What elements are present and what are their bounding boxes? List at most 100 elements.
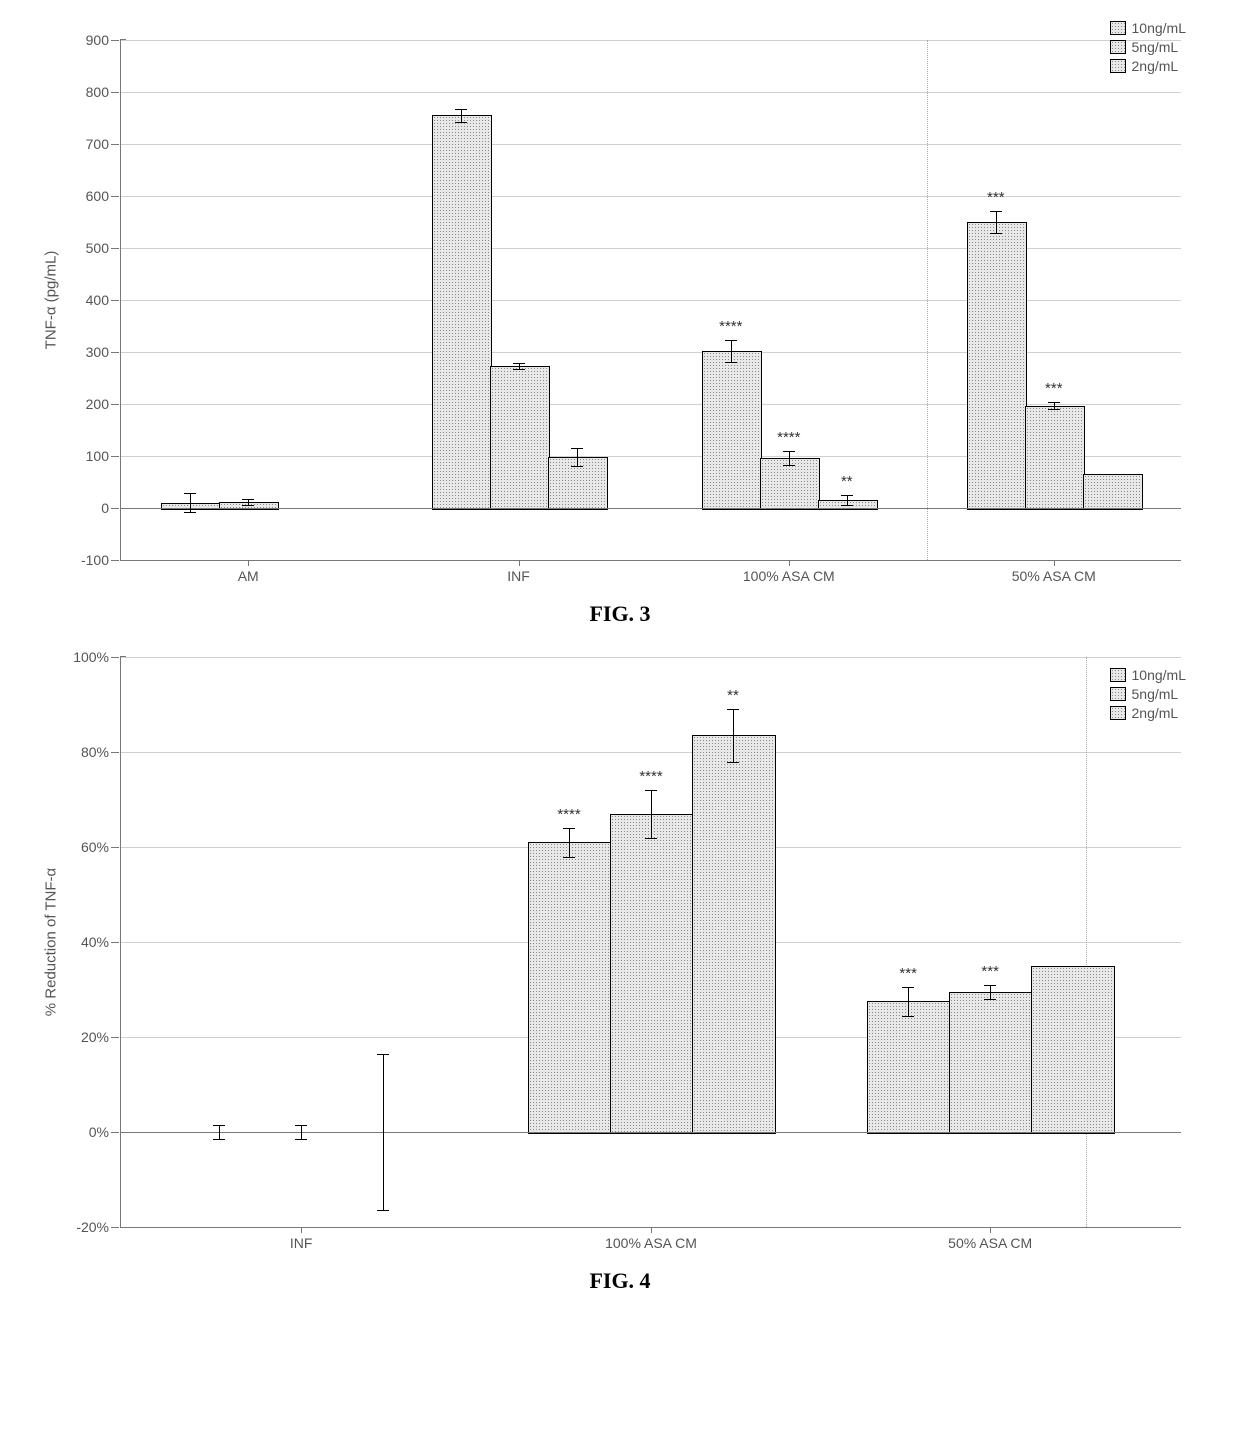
fig4-caption: FIG. 4 — [20, 1268, 1220, 1294]
significance-marker: **** — [777, 429, 800, 446]
error-cap — [783, 465, 795, 466]
y-tick-label: 0% — [89, 1124, 121, 1140]
y-tick-label: 400 — [86, 292, 121, 308]
y-tick-label: 100% — [73, 649, 121, 665]
error-cap — [242, 505, 254, 506]
bar — [967, 222, 1027, 510]
error-bar — [847, 495, 848, 505]
error-bar — [990, 985, 991, 999]
legend-swatch — [1110, 21, 1126, 35]
fig3-plot-area: TNF-α (pg/mL) 10ng/mL5ng/mL2ng/mL -10001… — [120, 40, 1181, 561]
bar — [1031, 966, 1115, 1134]
category-label: INF — [290, 1235, 313, 1251]
error-cap — [377, 1054, 389, 1055]
bar — [548, 457, 608, 510]
legend-label: 2ng/mL — [1132, 58, 1179, 74]
error-cap — [295, 1139, 307, 1140]
error-cap — [295, 1125, 307, 1126]
error-cap — [513, 369, 525, 370]
error-cap — [984, 985, 996, 986]
fig3-caption: FIG. 3 — [20, 601, 1220, 627]
error-bar — [651, 790, 652, 838]
x-tick — [789, 560, 790, 566]
y-tick-label: 800 — [86, 84, 121, 100]
significance-marker: **** — [639, 768, 662, 785]
error-cap — [725, 340, 737, 341]
fig3-legend: 10ng/mL 5ng/mL 2ng/mL — [1110, 20, 1186, 74]
gridline — [121, 144, 1181, 145]
gridline — [121, 657, 1181, 658]
right-dotted-axis — [1086, 657, 1087, 1227]
fig3-chart: TNF-α (pg/mL) 10ng/mL5ng/mL2ng/mL -10001… — [120, 40, 1220, 561]
x-tick — [301, 1227, 302, 1233]
y-tick-label: 900 — [86, 32, 121, 48]
bar — [432, 115, 492, 510]
error-cap — [990, 233, 1002, 234]
legend-item: 5ng/mL — [1110, 686, 1186, 702]
x-tick — [990, 1227, 991, 1233]
legend-swatch — [1110, 40, 1126, 54]
legend-label: 5ng/mL — [1132, 686, 1179, 702]
y-tick-label: 300 — [86, 344, 121, 360]
y-tick-label: 700 — [86, 136, 121, 152]
right-dotted-axis — [927, 40, 928, 560]
error-cap — [725, 362, 737, 363]
error-cap — [563, 857, 575, 858]
category-label: AM — [238, 568, 259, 584]
error-bar — [908, 987, 909, 1016]
legend-item: 2ng/mL — [1110, 58, 1186, 74]
fig4-chart: % Reduction of TNF-α 10ng/mL5ng/mL2ng/mL… — [120, 657, 1220, 1228]
error-cap — [645, 838, 657, 839]
x-tick — [519, 560, 520, 566]
error-bar — [733, 709, 734, 761]
significance-marker: *** — [899, 965, 917, 982]
error-bar — [789, 451, 790, 466]
error-cap — [783, 451, 795, 452]
zero-axis — [121, 508, 1181, 509]
error-cap — [184, 493, 196, 494]
significance-marker: ** — [841, 473, 853, 490]
legend-item: 2ng/mL — [1110, 705, 1186, 721]
error-cap — [902, 1016, 914, 1017]
error-cap — [571, 466, 583, 467]
category-label: INF — [507, 568, 530, 584]
error-bar — [301, 1125, 302, 1139]
error-bar — [731, 340, 732, 363]
bar — [867, 1001, 951, 1134]
error-cap — [455, 109, 467, 110]
y-tick-label: -20% — [76, 1219, 121, 1235]
zero-axis — [121, 1132, 1181, 1133]
legend-item: 10ng/mL — [1110, 20, 1186, 36]
error-bar — [383, 1054, 384, 1211]
y-tick-label: 60% — [81, 839, 121, 855]
gridline — [121, 40, 1181, 41]
legend-label: 2ng/mL — [1132, 705, 1179, 721]
x-tick — [651, 1227, 652, 1233]
category-label: 50% ASA CM — [1012, 568, 1096, 584]
category-label: 50% ASA CM — [948, 1235, 1032, 1251]
bar — [949, 992, 1033, 1134]
error-cap — [727, 709, 739, 710]
error-cap — [213, 1125, 225, 1126]
error-bar — [219, 1125, 220, 1139]
legend-label: 5ng/mL — [1132, 39, 1179, 55]
y-tick-label: 80% — [81, 744, 121, 760]
legend-label: 10ng/mL — [1132, 667, 1186, 683]
fig4-plot-area: % Reduction of TNF-α 10ng/mL5ng/mL2ng/mL… — [120, 657, 1181, 1228]
error-cap — [184, 512, 196, 513]
error-cap — [1048, 409, 1060, 410]
error-cap — [645, 790, 657, 791]
error-bar — [461, 109, 462, 121]
bar — [702, 351, 762, 510]
bar — [528, 842, 612, 1134]
significance-marker: *** — [987, 189, 1005, 206]
error-cap — [984, 999, 996, 1000]
error-cap — [242, 499, 254, 500]
error-cap — [563, 828, 575, 829]
error-cap — [990, 211, 1002, 212]
error-cap — [727, 762, 739, 763]
y-tick-label: 600 — [86, 188, 121, 204]
significance-marker: ** — [727, 687, 739, 704]
legend-label: 10ng/mL — [1132, 20, 1186, 36]
error-cap — [841, 495, 853, 496]
